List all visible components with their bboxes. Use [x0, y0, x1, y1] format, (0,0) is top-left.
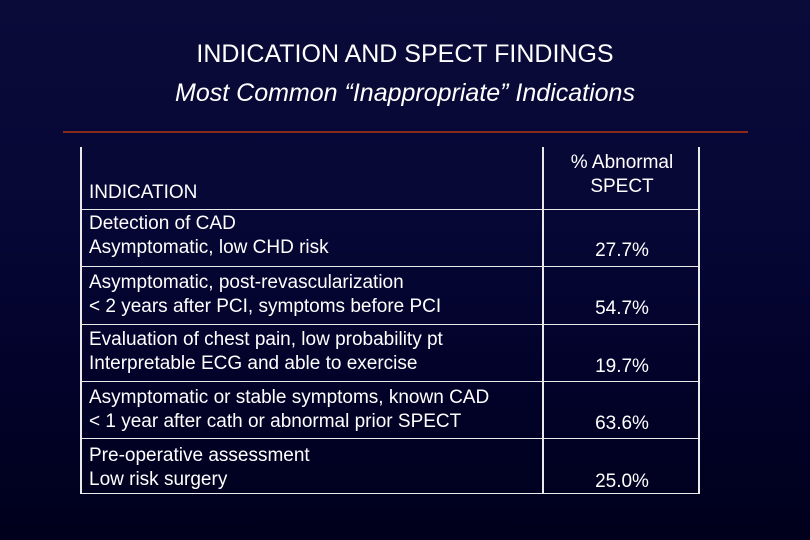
indication-line2: Asymptomatic, low CHD risk: [89, 237, 329, 258]
table-row-percent: 19.7%: [595, 356, 649, 377]
table-row-indication: Asymptomatic, post-revascularization < 2…: [89, 271, 441, 319]
header-percent-line1: % Abnormal: [570, 152, 674, 173]
title-divider: [63, 131, 748, 133]
indication-line2: < 1 year after cath or abnormal prior SP…: [89, 411, 462, 432]
table-row-indication: Asymptomatic or stable symptoms, known C…: [89, 386, 489, 434]
findings-table: [80, 147, 700, 494]
table-row-percent: 54.7%: [595, 298, 649, 319]
header-percent-line2: SPECT: [590, 176, 654, 197]
row-divider: [80, 209, 700, 210]
row-divider: [80, 266, 700, 267]
header-indication: INDICATION: [89, 182, 198, 203]
table-row-percent: 25.0%: [595, 471, 649, 492]
column-divider: [542, 147, 544, 494]
slide-subtitle: Most Common “Inappropriate” Indications: [175, 79, 635, 107]
indication-line1: Asymptomatic or stable symptoms, known C…: [89, 387, 490, 408]
indication-line1: Detection of CAD: [89, 213, 236, 234]
header-percent-abnormal: % Abnormal SPECT: [544, 151, 700, 199]
table-row-indication: Pre-operative assessment Low risk surger…: [89, 444, 310, 492]
table-row-percent: 63.6%: [595, 413, 649, 434]
table-row-percent: 27.7%: [595, 240, 649, 261]
indication-line1: Evaluation of chest pain, low probabilit…: [89, 329, 443, 350]
indication-line2: Interpretable ECG and able to exercise: [89, 353, 418, 374]
row-divider: [80, 438, 700, 439]
indication-line1: Pre-operative assessment: [89, 445, 310, 466]
indication-line1: Asymptomatic, post-revascularization: [89, 272, 404, 293]
slide-title: INDICATION AND SPECT FINDINGS: [196, 40, 614, 68]
indication-line2: < 2 years after PCI, symptoms before PCI: [89, 296, 442, 317]
row-divider: [80, 324, 700, 325]
indication-line2: Low risk surgery: [89, 469, 228, 490]
row-divider: [80, 381, 700, 382]
table-row-indication: Evaluation of chest pain, low probabilit…: [89, 328, 443, 376]
table-row-indication: Detection of CAD Asymptomatic, low CHD r…: [89, 212, 329, 260]
